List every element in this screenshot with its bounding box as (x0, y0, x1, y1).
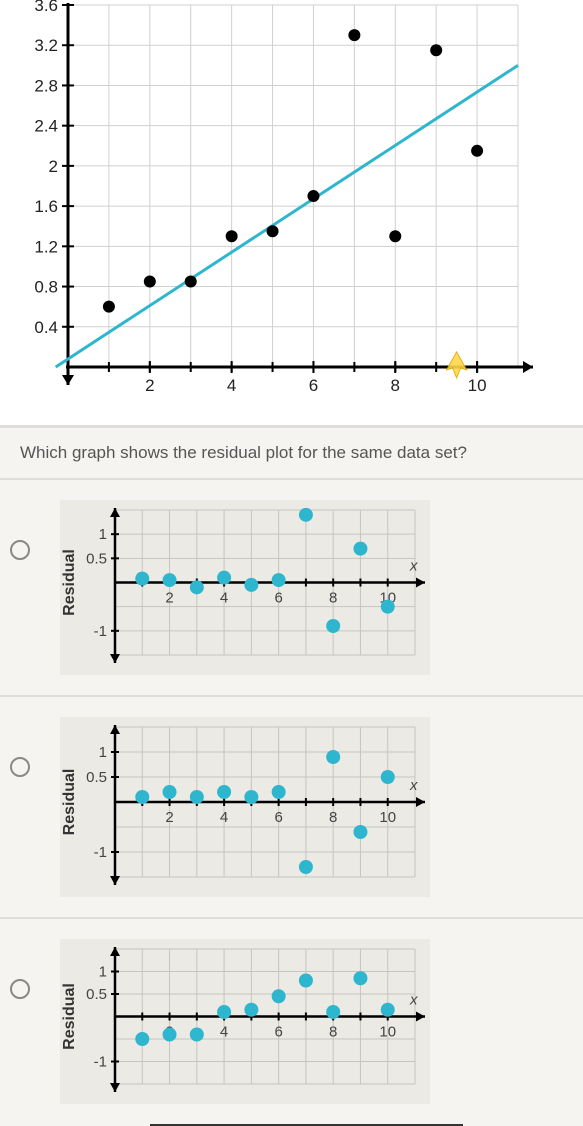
svg-text:2: 2 (49, 157, 58, 176)
svg-text:1.2: 1.2 (34, 237, 58, 256)
scatter-line-chart: 2468100.40.81.21.622.42.83.23.6x (20, 0, 563, 415)
svg-text:1: 1 (99, 964, 107, 981)
svg-text:1: 1 (99, 744, 107, 761)
svg-text:2: 2 (145, 376, 154, 395)
svg-text:3.6: 3.6 (34, 0, 58, 15)
svg-text:2.8: 2.8 (34, 76, 58, 95)
svg-text:10: 10 (379, 809, 396, 826)
radio-button[interactable] (10, 979, 30, 999)
svg-text:2: 2 (165, 590, 173, 607)
option-row[interactable]: 246810-10.51Residualx (0, 917, 583, 1124)
svg-text:4: 4 (220, 1024, 228, 1041)
svg-text:1: 1 (99, 526, 107, 543)
svg-text:-1: -1 (94, 1054, 107, 1071)
svg-text:4: 4 (220, 809, 228, 826)
svg-text:x: x (409, 992, 418, 1009)
svg-text:6: 6 (274, 590, 282, 607)
svg-text:3.2: 3.2 (34, 36, 58, 55)
svg-text:Residual: Residual (61, 769, 78, 836)
svg-text:x: x (409, 777, 418, 794)
svg-text:0.8: 0.8 (34, 278, 58, 297)
svg-text:0.5: 0.5 (86, 769, 107, 786)
svg-text:2.4: 2.4 (34, 117, 58, 136)
svg-text:x: x (409, 558, 418, 575)
svg-text:4: 4 (220, 590, 228, 607)
svg-text:6: 6 (274, 1024, 282, 1041)
svg-text:6: 6 (309, 376, 318, 395)
svg-text:10: 10 (468, 376, 487, 395)
residual-chart: 246810-10.51Residualx (60, 939, 430, 1104)
svg-text:0.4: 0.4 (34, 318, 58, 337)
svg-text:8: 8 (329, 590, 337, 607)
svg-text:Residual: Residual (61, 983, 78, 1050)
radio-button[interactable] (10, 540, 30, 560)
residual-chart: 246810-10.51Residualx (60, 500, 430, 675)
svg-text:4: 4 (227, 376, 236, 395)
svg-text:2: 2 (165, 809, 173, 826)
svg-text:-1: -1 (94, 623, 107, 640)
option-row[interactable]: 2 4 6 8 10 -1 0.5 1 Residual x (0, 695, 583, 917)
options-list: 2 4 6 8 10 -1 0.5 1 Residual x 2 4 6 8 10 -1 0.5 1 Residua… (0, 478, 583, 1124)
svg-text:8: 8 (391, 376, 400, 395)
svg-text:-1: -1 (94, 844, 107, 861)
svg-text:1.6: 1.6 (34, 197, 58, 216)
residual-chart: 2 4 6 8 10 -1 0.5 1 Residual x (60, 717, 430, 897)
question-text: Which graph shows the residual plot for … (0, 428, 583, 478)
option-row[interactable]: 246810-10.51Residualx (0, 478, 583, 695)
svg-text:8: 8 (329, 809, 337, 826)
svg-text:8: 8 (329, 1024, 337, 1041)
svg-text:0.5: 0.5 (86, 986, 107, 1003)
main-chart-container: 2468100.40.81.21.622.42.83.23.6x (0, 0, 583, 428)
radio-button[interactable] (10, 757, 30, 777)
svg-text:0.5: 0.5 (86, 550, 107, 567)
svg-text:6: 6 (274, 809, 282, 826)
svg-text:10: 10 (379, 1024, 396, 1041)
svg-text:Residual: Residual (61, 549, 78, 616)
